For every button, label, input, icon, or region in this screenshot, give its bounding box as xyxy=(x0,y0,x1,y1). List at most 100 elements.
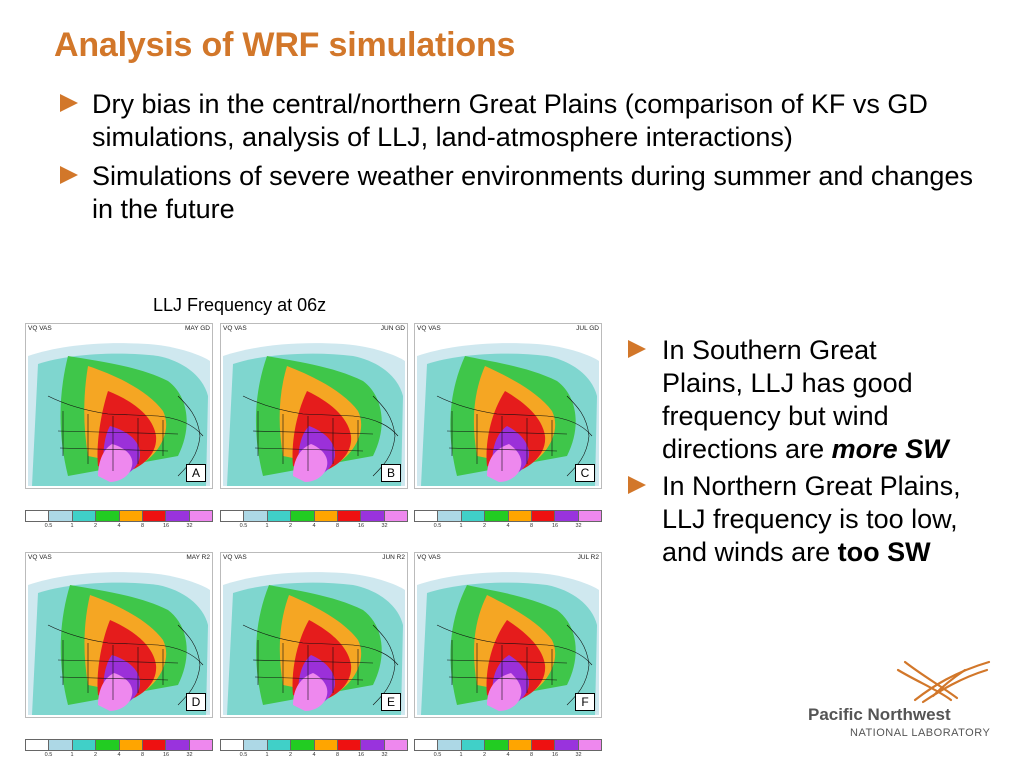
colorbar-tick-label: 32 xyxy=(381,752,388,758)
colorbar-swatch xyxy=(72,740,97,750)
arrow-bullet-icon xyxy=(628,340,646,358)
side-bullet-emphasis: too SW xyxy=(837,537,931,567)
panel-header: VQ VAS JUL GD xyxy=(417,325,599,335)
colorbar-tick-label: 1 xyxy=(70,752,74,758)
main-bullet-list: Dry bias in the central/northern Great P… xyxy=(60,88,980,232)
colorbar-swatch xyxy=(337,511,362,521)
llj-frequency-figure: VQ VAS MAY GD A 0.5 1 2 4 8 16 32 VQ VAS JUN GD xyxy=(25,323,610,763)
colorbar-swatch xyxy=(189,740,212,750)
colorbar-tick-label: 8 xyxy=(529,752,534,758)
colorbar-tick-label: 8 xyxy=(140,523,145,529)
colorbar: 0.5 1 2 4 8 16 32 xyxy=(220,510,408,534)
figure-caption: LLJ Frequency at 06z xyxy=(153,295,327,315)
colorbar-swatch xyxy=(291,511,315,521)
colorbar-tick-label: 0.5 xyxy=(239,523,248,529)
colorbar-swatch xyxy=(485,511,509,521)
colorbar-swatch xyxy=(384,740,407,750)
colorbar-tick-label: 1 xyxy=(265,752,269,758)
colorbar-swatch xyxy=(96,511,120,521)
colorbar-tick-label: 4 xyxy=(506,523,510,529)
colorbar-swatch xyxy=(119,511,143,521)
colorbar-ticks: 0.5 1 2 4 8 16 32 xyxy=(220,751,408,761)
panel-left-label: VQ VAS xyxy=(28,325,52,332)
colorbar-swatch xyxy=(221,740,245,750)
colorbar-ticks: 0.5 1 2 4 8 16 32 xyxy=(414,522,602,532)
colorbar-swatch xyxy=(166,740,190,750)
arrow-bullet-icon xyxy=(628,476,646,494)
colorbar-tick-label: 0.5 xyxy=(239,752,248,758)
panel-right-label: MAY R2 xyxy=(186,554,210,561)
colorbar-tick-label: 0.5 xyxy=(433,752,442,758)
colorbar-swatch xyxy=(314,740,338,750)
side-bullet-item: In Northern Great Plains, LLJ frequency … xyxy=(628,470,992,569)
colorbar-tick-label: 16 xyxy=(162,523,170,529)
colorbar-tick-label: 1 xyxy=(459,523,463,529)
panel-left-label: VQ VAS xyxy=(223,554,247,561)
colorbar-tick-label: 2 xyxy=(93,523,98,529)
bullet-item: Simulations of severe weather environmen… xyxy=(60,160,980,226)
panel-right-label: JUN R2 xyxy=(382,554,405,561)
panel-header: VQ VAS JUL R2 xyxy=(417,554,599,564)
side-bullet-text: In Southern Great Plains, LLJ has good f… xyxy=(662,335,913,464)
colorbar-ticks: 0.5 1 2 4 8 16 32 xyxy=(220,522,408,532)
colorbar: 0.5 1 2 4 8 16 32 xyxy=(25,739,213,763)
colorbar-swatch xyxy=(531,511,556,521)
colorbar-swatch xyxy=(166,511,190,521)
colorbar-swatch xyxy=(415,740,439,750)
panel-header: VQ VAS MAY GD xyxy=(28,325,210,335)
arrow-bullet-icon xyxy=(60,94,78,112)
colorbar-tick-label: 8 xyxy=(335,523,340,529)
slide-title: Analysis of WRF simulations xyxy=(54,26,516,64)
colorbar-swatch xyxy=(578,511,601,521)
bullet-item: Dry bias in the central/northern Great P… xyxy=(60,88,980,154)
panel-header: VQ VAS JUN R2 xyxy=(223,554,405,564)
colorbar-swatch xyxy=(49,511,73,521)
colorbar-swatch xyxy=(26,740,50,750)
colorbar-swatches xyxy=(220,510,408,522)
colorbar-tick-label: 32 xyxy=(575,752,582,758)
map-panel: VQ VAS MAY GD A xyxy=(25,323,213,489)
colorbar-swatch xyxy=(221,511,245,521)
colorbar-swatch xyxy=(531,740,556,750)
colorbar-swatches xyxy=(25,510,213,522)
colorbar-swatches xyxy=(414,510,602,522)
colorbar-tick-label: 4 xyxy=(117,752,121,758)
colorbar-swatch xyxy=(438,740,462,750)
colorbar-swatch xyxy=(142,740,167,750)
panel-header: VQ VAS JUN GD xyxy=(223,325,405,335)
panel-letter: A xyxy=(186,464,206,482)
llj-map xyxy=(28,336,210,486)
llj-map xyxy=(223,336,405,486)
colorbar-tick-label: 16 xyxy=(162,752,170,758)
colorbar-tick-label: 32 xyxy=(186,523,193,529)
colorbar-tick-label: 16 xyxy=(357,523,365,529)
colorbar: 0.5 1 2 4 8 16 32 xyxy=(220,739,408,763)
side-bullet-item: In Southern Great Plains, LLJ has good f… xyxy=(628,334,962,466)
panel-right-label: MAY GD xyxy=(184,325,210,332)
colorbar-swatch xyxy=(291,740,315,750)
panel-right-label: JUL R2 xyxy=(577,554,599,561)
colorbar-swatch xyxy=(244,511,268,521)
colorbar-swatch xyxy=(508,740,532,750)
panel-letter: C xyxy=(575,464,595,482)
side-bullet-text: In Northern Great Plains, LLJ frequency … xyxy=(662,471,961,567)
colorbar-tick-label: 2 xyxy=(482,752,487,758)
map-panel: VQ VAS JUL GD C xyxy=(414,323,602,489)
colorbar-ticks: 0.5 1 2 4 8 16 32 xyxy=(25,751,213,761)
colorbar-swatch xyxy=(578,740,601,750)
colorbar-swatch xyxy=(461,511,486,521)
llj-map xyxy=(223,565,405,715)
colorbar-swatch xyxy=(555,740,579,750)
llj-map xyxy=(417,336,599,486)
colorbar-swatch xyxy=(267,511,292,521)
panel-left-label: VQ VAS xyxy=(417,554,441,561)
colorbar: 0.5 1 2 4 8 16 32 xyxy=(25,510,213,534)
colorbar-swatch xyxy=(119,740,143,750)
llj-map xyxy=(417,565,599,715)
colorbar-tick-label: 16 xyxy=(551,752,559,758)
colorbar-swatches xyxy=(220,739,408,751)
colorbar-swatch xyxy=(244,740,268,750)
colorbar-tick-label: 8 xyxy=(529,523,534,529)
map-panel: VQ VAS JUL R2 F xyxy=(414,552,602,718)
panel-letter: E xyxy=(381,693,401,711)
